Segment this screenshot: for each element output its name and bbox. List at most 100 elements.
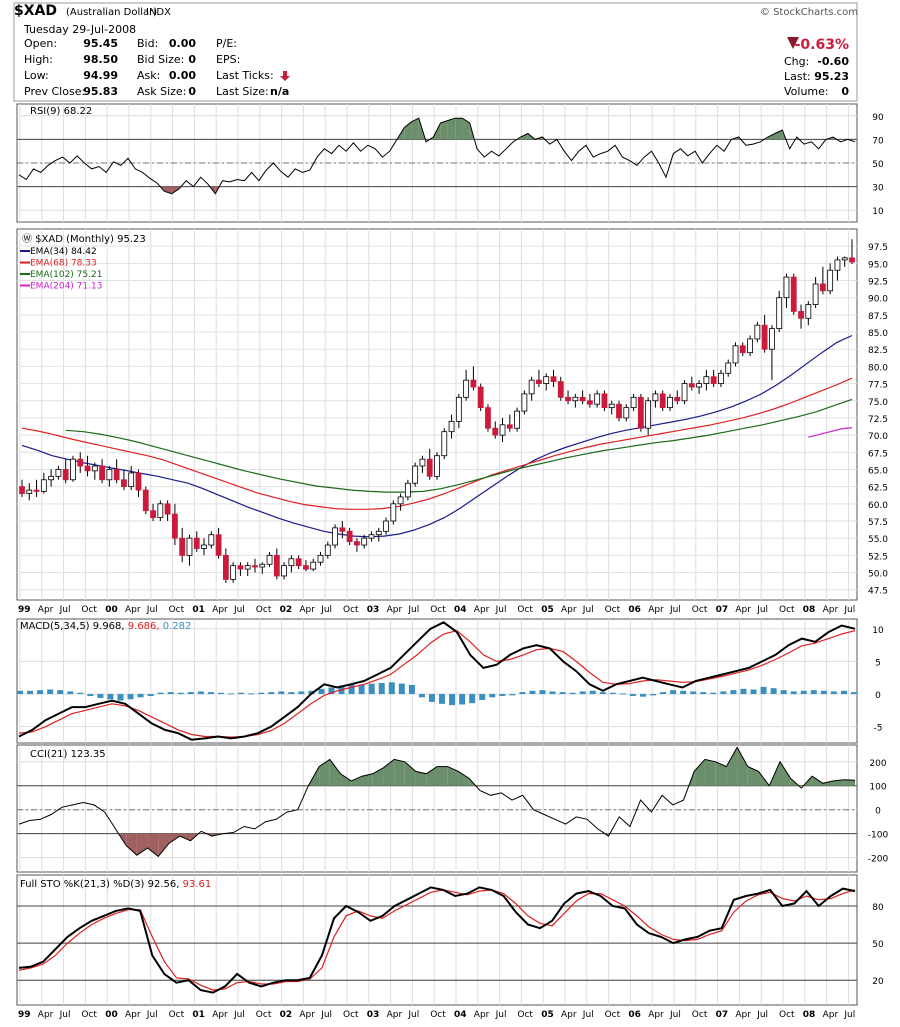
candle-body	[426, 458, 433, 477]
low-value: 94.99	[83, 69, 118, 82]
macd-histogram-bar	[519, 692, 526, 695]
macd-histogram-bar	[47, 689, 54, 695]
x-tick-label: 05	[541, 1010, 554, 1020]
asksize-value: 0	[188, 85, 196, 98]
macd-title-part: MACD(5,34,5)	[20, 621, 90, 632]
candle-body	[40, 479, 47, 492]
rsi-ytick: 10	[872, 207, 884, 217]
cci-above-fill	[340, 773, 352, 786]
candle-body	[404, 482, 411, 498]
x-tick-label: Apr	[125, 1010, 141, 1020]
cci-title: CCI(21) 123.35	[30, 749, 106, 760]
macd-histogram-bar	[137, 694, 144, 698]
candle-body	[616, 403, 622, 419]
legend-entry: EMA(204) 71.13	[30, 282, 102, 292]
price-frame	[16, 228, 858, 601]
x-tick-label: 06	[628, 1010, 641, 1020]
cci-ytick: 100	[869, 783, 886, 793]
brand: © StockCharts.com	[760, 7, 858, 18]
x-tick-label: Jul	[669, 1010, 681, 1020]
macd-histogram-bar	[77, 692, 84, 695]
candle-body	[674, 396, 681, 402]
price-ytick: 67.5	[868, 449, 888, 459]
macd-histogram-bar	[449, 694, 456, 706]
rsi-ytick: 70	[872, 136, 884, 146]
candle-body	[186, 537, 193, 556]
x-axis-bottom: 99 Apr Jul Oct 00 Apr Jul Oct 01 Apr Jul Oct 02 Apr Ju…	[18, 1010, 855, 1020]
rsi-overbought-fill	[447, 118, 456, 140]
sto-ytick: 50	[872, 940, 884, 950]
macd-histogram-bar	[87, 694, 94, 697]
candle-body	[506, 424, 513, 429]
x-tick-label: Jul	[146, 605, 158, 615]
candle-body	[317, 554, 324, 563]
candle-body	[273, 554, 280, 577]
macd-histogram-bar	[107, 694, 114, 700]
macd-histogram-bar	[318, 688, 325, 695]
candle-body	[259, 563, 266, 568]
candle-body	[419, 458, 426, 467]
candle-body	[645, 400, 652, 429]
sto-title-part: 92.56,	[144, 879, 179, 890]
ema102-line	[65, 398, 853, 493]
candle-body	[586, 400, 593, 405]
candle-body	[579, 396, 586, 402]
macd-histogram-bar	[388, 682, 395, 695]
x-tick-label: 99	[18, 605, 31, 615]
candle-body	[601, 393, 608, 409]
candle-body	[237, 565, 244, 570]
x-tick-label: Jul	[233, 605, 245, 615]
macd-histogram-bar	[760, 686, 767, 695]
x-tick-label: 07	[716, 1010, 729, 1020]
ask-label: Ask:	[137, 69, 160, 82]
cci-ytick: -200	[868, 855, 889, 865]
asksize-label: Ask Size:	[137, 85, 186, 98]
rsi-panel: 90 70 50 30 10 RSI(9) 68.22	[16, 103, 884, 223]
rsi-overbought-fill	[404, 121, 412, 140]
macd-histogram-bar	[348, 684, 355, 695]
cci-above-fill	[447, 766, 459, 786]
x-tick-label: Jul	[59, 605, 71, 615]
rsi-overbought-fill	[411, 118, 419, 140]
macd-histogram-bar	[17, 690, 23, 695]
candle-body	[383, 520, 389, 532]
x-tick-label: 04	[454, 605, 467, 615]
x-tick-label: Apr	[735, 1010, 751, 1020]
x-tick-label: Apr	[38, 605, 54, 615]
x-tick-label: Jul	[407, 605, 419, 615]
candle-body	[310, 561, 317, 570]
x-tick-label: Oct	[256, 605, 272, 615]
macd-histogram-bar	[790, 691, 797, 695]
x-axis-top: 99 Apr Jul Oct 00 Apr Jul Oct 01 Apr Jul Oct 02 Apr Ju…	[18, 605, 855, 615]
candle-body	[470, 379, 477, 388]
macd-histogram-bar	[680, 690, 687, 695]
candle-body	[448, 420, 455, 433]
macd-histogram-bar	[97, 694, 104, 698]
macd-histogram-bar	[37, 690, 44, 695]
candle-body	[19, 486, 25, 494]
macd-histogram-bar	[670, 690, 677, 695]
x-tick-label: 01	[192, 1010, 205, 1020]
candle-body	[725, 362, 732, 374]
candle-body	[492, 427, 499, 436]
cci-above-fill	[844, 779, 855, 786]
macd-histogram-bar	[639, 694, 646, 697]
sto-title: Full STO %K(21,3) %D(3) 92.56, 93.61	[20, 879, 211, 890]
macd-histogram-bar	[298, 691, 305, 695]
x-tick-label: Apr	[299, 605, 315, 615]
high-value: 98.50	[83, 53, 118, 66]
cci-above-fill	[458, 771, 470, 786]
x-tick-label: Jul	[233, 1010, 245, 1020]
x-tick-label: Oct	[169, 1010, 185, 1020]
cci-line	[18, 746, 856, 858]
x-tick-label: Oct	[692, 605, 708, 615]
symbol: $XAD	[14, 3, 57, 19]
candle-body	[652, 393, 659, 402]
macd-histogram-bar	[147, 694, 154, 697]
candle-body	[834, 259, 841, 271]
candle-body	[288, 558, 295, 567]
price-ytick: 47.5	[868, 587, 888, 597]
x-tick-label: 03	[367, 605, 380, 615]
macd-frame	[16, 618, 858, 744]
